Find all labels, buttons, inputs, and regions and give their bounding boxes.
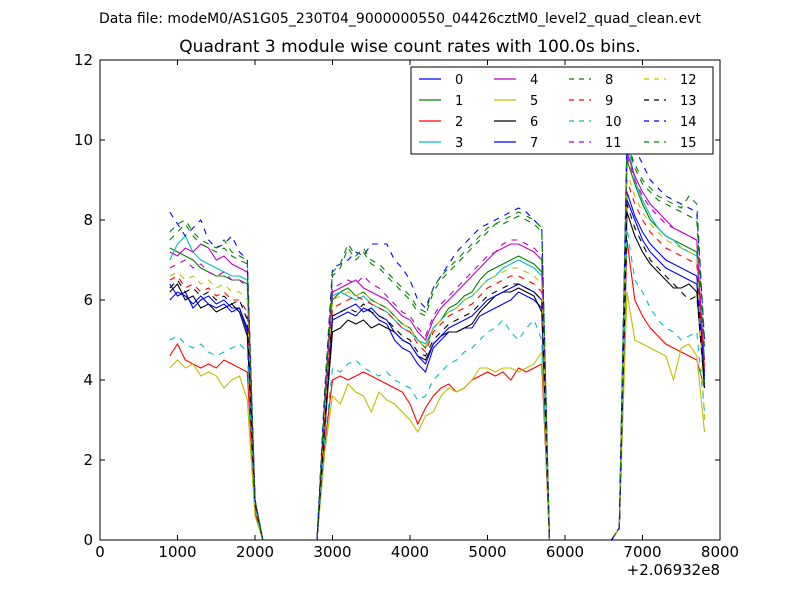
- chart-suptitle: Data file: modeM0/AS1G05_230T04_90000005…: [99, 11, 701, 27]
- x-offset-text: +2.06932e8: [627, 561, 720, 579]
- x-tick-label: 5000: [468, 543, 506, 561]
- x-tick-label: 7000: [623, 543, 661, 561]
- legend-label-15: 15: [680, 136, 697, 151]
- y-tick-label: 8: [83, 211, 93, 229]
- series-line-15: [169, 143, 706, 541]
- legend-label-4: 4: [530, 73, 538, 88]
- axis-ticks: 0 1000 2000 3000 4000 5000 6000 7000 80000246810…: [74, 51, 739, 561]
- legend-label-10: 10: [605, 115, 622, 130]
- y-tick-label: 6: [83, 291, 93, 309]
- y-tick-label: 2: [83, 451, 93, 469]
- legend-label-3: 3: [455, 136, 463, 151]
- legend-label-7: 7: [530, 136, 538, 151]
- legend-label-12: 12: [680, 73, 697, 88]
- legend-label-11: 11: [605, 136, 622, 151]
- legend-label-14: 14: [680, 115, 697, 130]
- x-tick-label: 4000: [391, 543, 429, 561]
- x-tick-label: 8000: [701, 543, 739, 561]
- y-tick-label: 0: [83, 531, 93, 549]
- y-tick-label: 12: [74, 51, 93, 69]
- legend-label-0: 0: [455, 73, 463, 88]
- chart-title: Quadrant 3 module wise count rates with …: [179, 37, 640, 57]
- legend-label-1: 1: [455, 94, 463, 109]
- legend-label-6: 6: [530, 115, 538, 130]
- legend-label-8: 8: [605, 73, 613, 88]
- legend-label-2: 2: [455, 115, 463, 130]
- x-tick-label: 1000: [158, 543, 196, 561]
- x-tick-label: 0: [95, 543, 105, 561]
- legend-label-13: 13: [680, 94, 697, 109]
- y-tick-label: 10: [74, 131, 93, 149]
- plot-series-layer: [169, 134, 706, 541]
- series-line-13: [169, 203, 706, 541]
- legend-label-5: 5: [530, 94, 538, 109]
- x-tick-label: 2000: [236, 543, 274, 561]
- y-tick-label: 4: [83, 371, 93, 389]
- legend-frame: [410, 66, 714, 155]
- x-tick-label: 3000: [313, 543, 351, 561]
- legend-label-9: 9: [605, 94, 613, 109]
- x-tick-label: 6000: [546, 543, 584, 561]
